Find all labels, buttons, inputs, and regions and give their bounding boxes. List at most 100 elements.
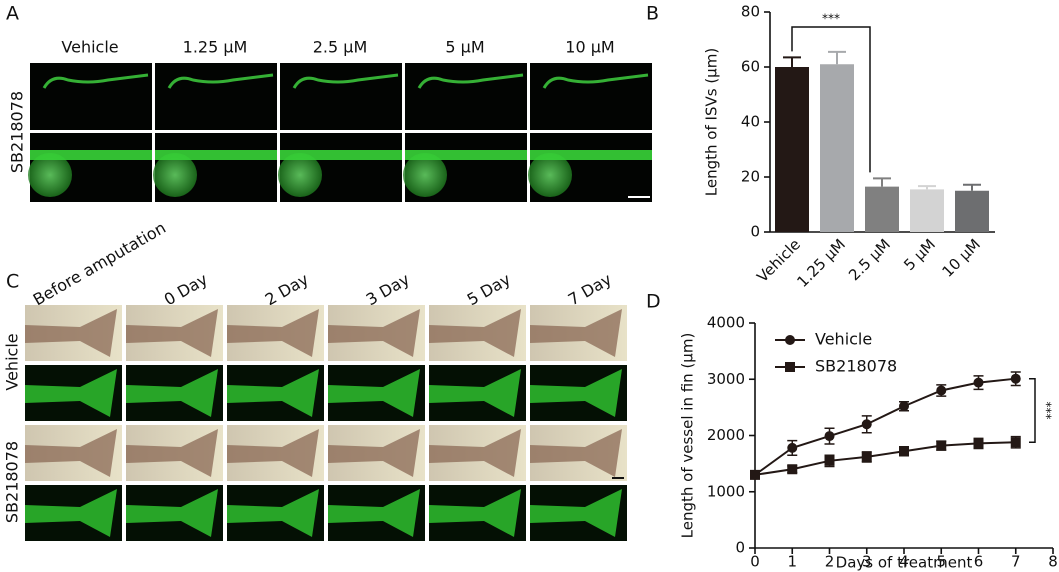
fin — [227, 369, 319, 417]
micrograph — [30, 63, 152, 130]
y-tick-label: 80 — [741, 3, 760, 21]
marker — [787, 442, 798, 453]
fish-signal — [292, 73, 399, 89]
row-label: Vehicle — [3, 333, 22, 390]
fin — [530, 429, 622, 477]
y-tick-label: 60 — [741, 58, 760, 76]
column-header: 5 μM — [445, 38, 484, 57]
vessel-signal — [280, 150, 402, 160]
marker — [787, 464, 798, 475]
marker — [936, 440, 947, 451]
x-tick-label: 8 — [1048, 553, 1058, 571]
y-axis-label: Length of vessel in fin (μm) — [679, 333, 697, 539]
marker — [824, 455, 835, 466]
vessel-signal — [30, 150, 152, 160]
fin — [126, 429, 218, 477]
yolk — [153, 153, 197, 197]
fin — [25, 489, 117, 537]
panel-label: A — [6, 3, 19, 25]
marker — [1010, 373, 1021, 384]
column-header: 7 Day — [565, 269, 615, 309]
fin — [25, 429, 117, 477]
fin — [429, 369, 521, 417]
fin — [227, 309, 319, 357]
marker — [1010, 437, 1021, 448]
fin — [328, 309, 420, 357]
fish-signal — [42, 73, 149, 89]
micrograph — [280, 63, 402, 130]
fin — [328, 369, 420, 417]
error-bar — [963, 183, 981, 191]
row-label: SB218078 — [3, 441, 22, 523]
vessel-signal — [405, 150, 527, 160]
bar — [865, 186, 899, 232]
y-tick-label: 40 — [741, 113, 760, 131]
vessel-signal — [155, 150, 277, 160]
significance-bracket — [1029, 377, 1036, 443]
yolk — [28, 153, 72, 197]
fin — [429, 489, 521, 537]
micrograph — [405, 63, 527, 130]
fin — [328, 489, 420, 537]
yolk — [528, 153, 572, 197]
x-tick-label: 1.25 μM — [793, 235, 849, 291]
fin — [25, 369, 117, 417]
fin — [126, 369, 218, 417]
marker — [936, 385, 947, 396]
row-label: SB218078 — [8, 91, 27, 173]
fin — [126, 489, 218, 537]
marker — [899, 401, 909, 412]
x-tick-label: 6 — [974, 553, 984, 571]
significance-bracket — [791, 26, 871, 173]
column-header: Before amputation — [30, 218, 169, 309]
series-line — [754, 441, 1016, 476]
fin — [227, 429, 319, 477]
marker — [824, 431, 835, 442]
fin — [126, 309, 218, 357]
x-tick-label: 2.5 μM — [845, 235, 894, 284]
bar — [910, 189, 944, 232]
x-tick-label: 5 — [936, 553, 946, 571]
panel-label: B — [646, 3, 659, 25]
series-line — [754, 377, 1016, 476]
fin — [25, 309, 117, 357]
fin — [227, 489, 319, 537]
column-header: 2 Day — [262, 269, 312, 309]
x-tick-label: 3 — [862, 553, 872, 571]
marker — [861, 451, 872, 462]
y-tick-label: 0 — [750, 223, 760, 241]
significance: *** — [1040, 401, 1054, 419]
y-tick-label: 3000 — [707, 370, 745, 388]
x-tick-label: 7 — [1011, 553, 1021, 571]
y-tick-label: 4000 — [707, 314, 745, 332]
marker — [785, 335, 795, 345]
x-axis-label: Days of treatment — [836, 554, 973, 572]
marker — [973, 377, 984, 388]
panel-label: C — [6, 271, 19, 293]
error-bar — [918, 185, 936, 190]
panel-label: D — [646, 291, 661, 313]
x-tick-label: 10 μM — [939, 235, 984, 280]
significance: *** — [822, 12, 840, 26]
yolk — [278, 153, 322, 197]
fin — [530, 369, 622, 417]
error-bar — [828, 50, 846, 65]
column-header: 5 Day — [464, 269, 514, 309]
y-tick-label: 0 — [735, 539, 745, 557]
legend-label: Vehicle — [815, 330, 872, 349]
error-bar — [873, 177, 891, 187]
column-header: 1.25 μM — [183, 38, 248, 57]
x-tick-label: 4 — [899, 553, 909, 571]
y-axis-label: Length of ISVs (μm) — [703, 48, 721, 196]
fin — [429, 309, 521, 357]
micrograph — [155, 63, 277, 130]
vessel-signal — [530, 150, 652, 160]
bar — [775, 67, 809, 232]
legend-label: SB218078 — [815, 357, 897, 376]
y-tick-label: 20 — [741, 168, 760, 186]
error-bar — [783, 56, 801, 67]
y-tick-label: 1000 — [707, 482, 745, 500]
marker — [750, 469, 760, 480]
x-tick-label: 1 — [787, 553, 797, 571]
